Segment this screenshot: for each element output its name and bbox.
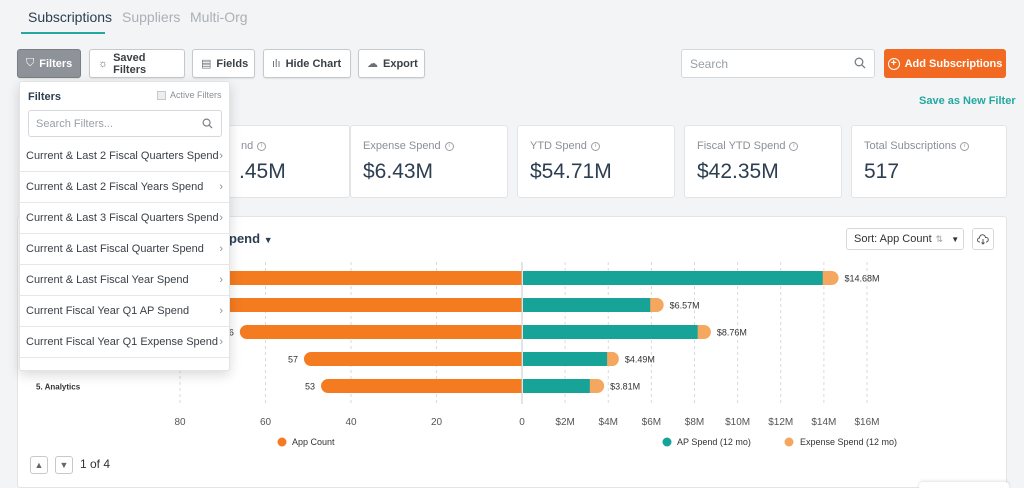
plus-circle-icon: + xyxy=(887,57,900,70)
info-icon[interactable]: i xyxy=(789,141,799,151)
filter-option[interactable]: Current & Last Fiscal Year Spend › xyxy=(20,265,229,296)
page-up-button[interactable]: ▲ xyxy=(30,456,48,474)
export-label: Export xyxy=(383,57,418,70)
caret-down-icon: ▼ xyxy=(951,234,960,244)
fields-button[interactable]: ▤ Fields xyxy=(192,49,255,78)
metric-card-ytd-spend: YTD Spend i $54.71M xyxy=(517,125,675,198)
info-icon[interactable]: i xyxy=(960,141,970,151)
chevron-right-icon: › xyxy=(219,181,223,193)
chevron-right-icon: › xyxy=(219,336,223,348)
chart-title-text: pend xyxy=(229,231,261,246)
metric-card-value: $6.43M xyxy=(363,160,434,183)
sort-select[interactable]: Sort: App Count ⇅ ▼ xyxy=(846,228,964,250)
metric-card-expense-spend: Expense Spend i $6.43M xyxy=(350,125,508,198)
filter-option[interactable]: Current & Last 2 Fiscal Years Spend › xyxy=(20,172,229,203)
lightbulb-icon: ☼ xyxy=(98,57,109,70)
chevron-right-icon: › xyxy=(219,243,223,255)
metric-card-value: .45M xyxy=(239,160,286,183)
metric-card-value: $42.35M xyxy=(697,160,779,183)
filter-option-label: Current & Last 2 Fiscal Years Spend xyxy=(26,181,204,193)
add-subscriptions-button[interactable]: + Add Subscriptions xyxy=(884,49,1006,78)
filters-dropdown-title: Filters xyxy=(28,91,62,103)
cloud-download-icon: ☁ xyxy=(367,58,378,70)
filter-option-label: Current & Last 2 Fiscal Quarters Spend xyxy=(26,150,219,162)
chevron-right-icon: › xyxy=(219,274,223,286)
metric-card-label: Total Subscriptions xyxy=(864,140,957,152)
search-icon[interactable] xyxy=(854,57,866,69)
sort-arrows-icon: ⇅ xyxy=(935,233,944,244)
chevron-down-icon: ▼ xyxy=(59,460,69,470)
metric-card-total-subscriptions: Total Subscriptions i 517 xyxy=(851,125,1007,198)
filter-option[interactable]: Current Fiscal Year Q1 AP Spend › xyxy=(20,296,229,327)
filters-button[interactable]: ⛉ Filters xyxy=(17,49,81,78)
filter-option[interactable]: Current & Last 2 Fiscal Quarters Spend › xyxy=(20,141,229,172)
page-down-button[interactable]: ▼ xyxy=(55,456,73,474)
hide-chart-button[interactable]: ılı Hide Chart xyxy=(263,49,351,78)
metric-card-label: Expense Spend xyxy=(363,140,441,152)
chevron-up-icon: ▲ xyxy=(34,460,44,470)
active-filters-checkbox[interactable] xyxy=(157,90,166,100)
active-filters-label: Active Filters xyxy=(170,90,222,100)
chart-title[interactable]: pend ▼ xyxy=(229,231,273,246)
metric-card-label: nd xyxy=(241,140,254,152)
top-tab-bar: Subscriptions Suppliers Multi-Org xyxy=(0,0,1024,40)
tab-multi-org[interactable]: Multi-Org xyxy=(190,9,248,25)
filter-option-label: Current Fiscal Year Q1 Expense Spend xyxy=(26,336,219,348)
funnel-icon: ⛉ xyxy=(26,57,35,69)
hide-chart-label: Hide Chart xyxy=(285,57,342,70)
chevron-right-icon: › xyxy=(219,150,223,162)
caret-down-icon: ▼ xyxy=(263,235,273,245)
save-as-new-filter-link[interactable]: Save as New Filter xyxy=(919,95,1016,107)
info-icon[interactable]: i xyxy=(590,141,600,151)
active-filters-toggle[interactable]: Active Filters xyxy=(157,90,222,100)
metric-card-label: Fiscal YTD Spend xyxy=(697,140,786,152)
cloud-download-icon xyxy=(977,233,989,245)
filter-option-label: Current & Last Fiscal Quarter Spend xyxy=(26,243,204,255)
search-icon xyxy=(202,118,213,129)
saved-filters-button[interactable]: ☼ Saved Filters xyxy=(89,49,185,78)
filter-option-label: Current & Last 3 Fiscal Quarters Spend xyxy=(26,212,219,224)
active-tab-indicator xyxy=(21,32,105,34)
filters-dropdown: Filters Active Filters Current & Last 2 … xyxy=(19,81,230,371)
filter-option-label: Current & Last Fiscal Year Spend xyxy=(26,274,189,286)
metric-card-fiscal-ytd-spend: Fiscal YTD Spend i $42.35M xyxy=(684,125,842,198)
chevron-right-icon: › xyxy=(219,305,223,317)
tab-suppliers[interactable]: Suppliers xyxy=(122,9,181,25)
export-button[interactable]: ☁ Export xyxy=(358,49,425,78)
download-chart-button[interactable] xyxy=(972,228,994,250)
add-subscriptions-label: Add Subscriptions xyxy=(904,57,1003,70)
fields-label: Fields xyxy=(216,57,249,70)
metric-card-value: 517 xyxy=(864,160,900,183)
search-input[interactable] xyxy=(682,50,842,77)
metric-card-value: $54.71M xyxy=(530,160,612,183)
metric-card-label: YTD Spend xyxy=(530,140,587,152)
table-icon: ▤ xyxy=(201,58,212,70)
filters-button-label: Filters xyxy=(39,57,73,70)
info-icon[interactable]: i xyxy=(257,141,267,151)
filter-option[interactable]: Current & Last Fiscal Quarter Spend › xyxy=(20,234,229,265)
filter-option-label: Current Fiscal Year Q1 AP Spend xyxy=(26,305,190,317)
info-icon[interactable]: i xyxy=(444,141,454,151)
search-box xyxy=(681,49,875,78)
bar-chart-icon: ılı xyxy=(272,57,281,70)
chevron-right-icon: › xyxy=(219,212,223,224)
filter-option[interactable]: Current & Last 3 Fiscal Quarters Spend › xyxy=(20,203,229,234)
page-indicator: 1 of 4 xyxy=(80,457,111,471)
saved-filters-label: Saved Filters xyxy=(113,51,147,76)
filter-search-input[interactable] xyxy=(29,111,194,136)
help-widget-edge[interactable] xyxy=(919,482,1009,488)
sort-select-label: Sort: App Count xyxy=(854,233,932,245)
filter-search-box xyxy=(28,110,222,137)
filter-option[interactable]: Current Fiscal Year Q1 Expense Spend › xyxy=(20,327,229,358)
tab-subscriptions[interactable]: Subscriptions xyxy=(28,9,113,25)
